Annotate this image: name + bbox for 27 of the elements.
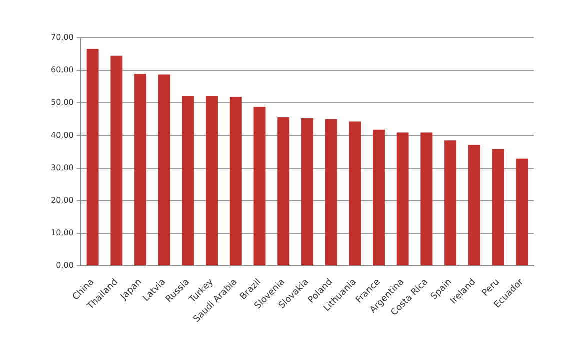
bar <box>373 130 385 266</box>
bar <box>182 96 194 266</box>
y-tick-label: 10,00 <box>50 228 74 238</box>
bar <box>278 117 290 266</box>
bar <box>301 118 314 266</box>
y-tick-label: 20,00 <box>50 196 74 205</box>
y-tick-label: 60,00 <box>50 66 74 75</box>
bar <box>492 149 504 266</box>
bar <box>325 119 338 266</box>
bar <box>468 145 480 266</box>
bar <box>206 96 218 266</box>
y-tick-label: 30,00 <box>50 163 74 172</box>
bar <box>349 122 362 266</box>
bar <box>86 49 99 266</box>
bar <box>516 158 528 266</box>
bar <box>420 132 433 266</box>
bar <box>134 74 146 266</box>
bar <box>396 132 409 266</box>
y-tick-label: 50,00 <box>50 98 74 108</box>
bar <box>110 56 123 266</box>
bar <box>158 74 170 266</box>
bar <box>230 96 242 266</box>
y-tick-label: 40,00 <box>50 130 74 140</box>
y-tick-label: 0,00 <box>56 261 74 270</box>
y-tick-label: 70,00 <box>50 33 74 42</box>
bar <box>254 107 266 266</box>
bar <box>444 140 456 266</box>
